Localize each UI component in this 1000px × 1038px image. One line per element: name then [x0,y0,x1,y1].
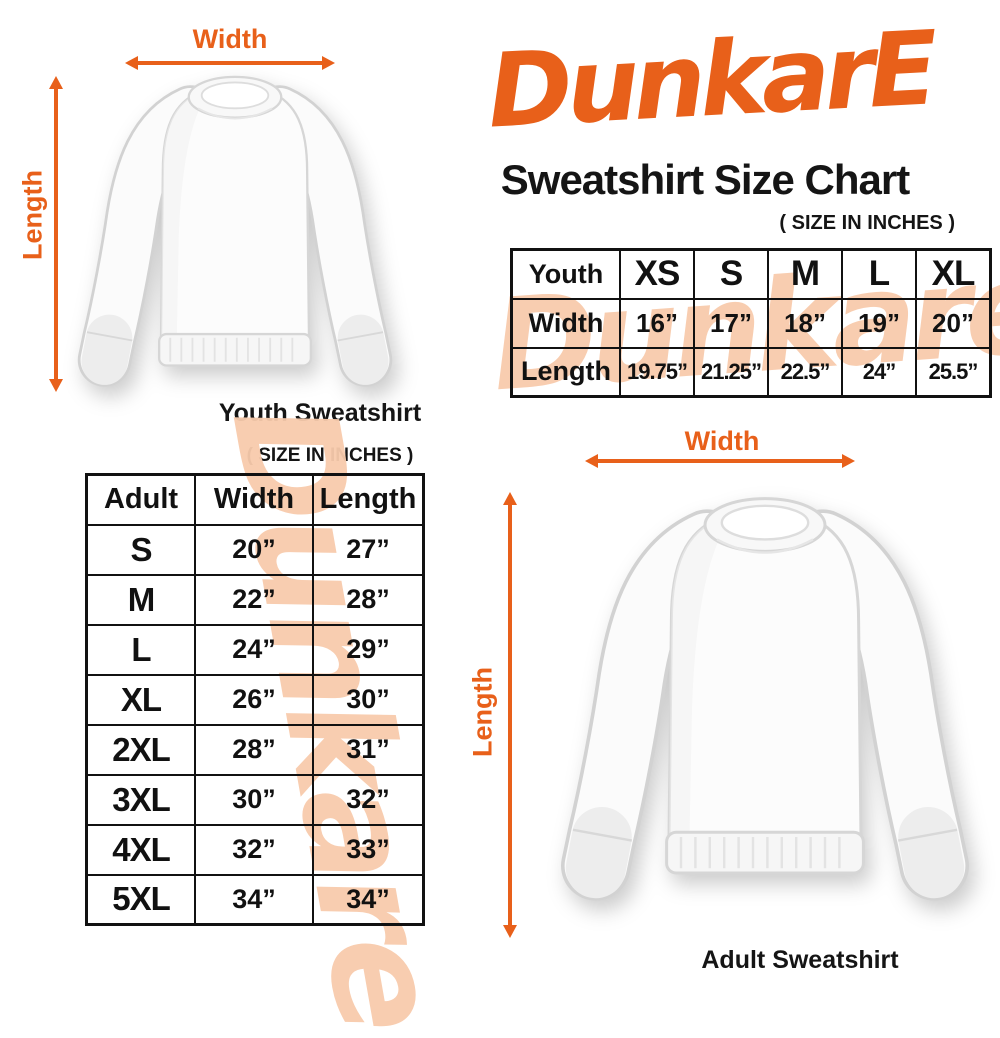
youth-length-row: Length 19.75” 21.25” 22.5” 24” 25.5” [510,346,992,398]
adult-row-xl: XL 26” 30” [85,673,425,726]
adult-size-cell: 4XL [85,823,196,876]
adult-length-header: Length [312,473,425,526]
adult-length-value: 33” [312,823,425,876]
adult-size-cell: S [85,523,196,576]
youth-width-value: 17” [693,297,769,349]
youth-length-value: 19.75” [619,346,695,398]
adult-width-value: 34” [194,873,314,926]
adult-width-value: 22” [194,573,314,626]
adult-width-value: 30” [194,773,314,826]
youth-length-value: 25.5” [915,346,992,398]
youth-width-arrow-icon [125,56,335,70]
adult-size-cell: 5XL [85,873,196,926]
youth-length-value: 24” [841,346,917,398]
adult-length-value: 31” [312,723,425,776]
youth-width-value: 19” [841,297,917,349]
youth-length-label: Length [17,170,48,260]
youth-width-row: Width 16” 17” 18” 19” 20” [510,297,992,349]
youth-header-row: Youth XS S M L XL [510,248,992,300]
adult-size-cell: 2XL [85,723,196,776]
adult-size-cell: XL [85,673,196,726]
youth-length-value: 22.5” [767,346,843,398]
adult-width-header: Width [194,473,314,526]
youth-size-xs: XS [619,248,695,300]
youth-size-l: L [841,248,917,300]
youth-header-cell: Youth [510,248,621,300]
adult-length-value: 32” [312,773,425,826]
youth-length-row-label: Length [510,346,621,398]
adult-length-value: 34” [312,873,425,926]
adult-width-arrow-icon [585,454,855,468]
adult-length-value: 27” [312,523,425,576]
youth-size-m: M [767,248,843,300]
adult-row-s: S 20” 27” [85,523,425,576]
youth-width-value: 20” [915,297,992,349]
youth-width-value: 16” [619,297,695,349]
adult-size-cell: 3XL [85,773,196,826]
youth-width-value: 18” [767,297,843,349]
adult-row-4xl: 4XL 32” 33” [85,823,425,876]
adult-sweatshirt-illustration [525,472,1000,938]
brand-logo: DunkarE [484,9,936,152]
youth-size-s: S [693,248,769,300]
adult-width-value: 24” [194,623,314,676]
youth-length-arrow-icon [49,76,63,392]
adult-row-m: M 22” 28” [85,573,425,626]
youth-size-xl: XL [915,248,992,300]
adult-width-value: 32” [194,823,314,876]
adult-length-value: 30” [312,673,425,726]
adult-row-5xl: 5XL 34” 34” [85,873,425,926]
adult-header-row: Adult Width Length [85,473,425,526]
adult-header-cell: Adult [85,473,196,526]
adult-size-cell: L [85,623,196,676]
adult-size-cell: M [85,573,196,626]
youth-width-label: Width [192,24,268,54]
adult-width-value: 20” [194,523,314,576]
adult-width-value: 28” [194,723,314,776]
page-title: Sweatshirt Size Chart [500,156,910,203]
youth-length-value: 21.25” [693,346,769,398]
adult-size-table: Adult Width Length S 20” 27” M 22” 28” L… [85,473,425,926]
adult-row-2xl: 2XL 28” 31” [85,723,425,776]
adult-row-3xl: 3XL 30” 32” [85,773,425,826]
youth-size-table: Youth XS S M L XL Width 16” 17” 18” 19” … [510,248,992,398]
adult-row-l: L 24” 29” [85,623,425,676]
adult-length-label: Length [467,667,498,757]
adult-length-value: 28” [312,573,425,626]
adult-width-value: 26” [194,673,314,726]
adult-length-arrow-icon [503,492,517,938]
adult-width-label: Width [684,426,760,456]
adult-sweatshirt-caption: Adult Sweatshirt [701,946,899,974]
youth-sweatshirt-caption: Youth Sweatshirt [218,399,422,427]
youth-sweatshirt-illustration [50,60,420,412]
size-unit-note: ( SIZE IN INCHES ) [779,212,955,234]
youth-width-row-label: Width [510,297,621,349]
adult-length-value: 29” [312,623,425,676]
adult-size-unit-note: ( SIZE IN INCHES ) [246,445,414,466]
